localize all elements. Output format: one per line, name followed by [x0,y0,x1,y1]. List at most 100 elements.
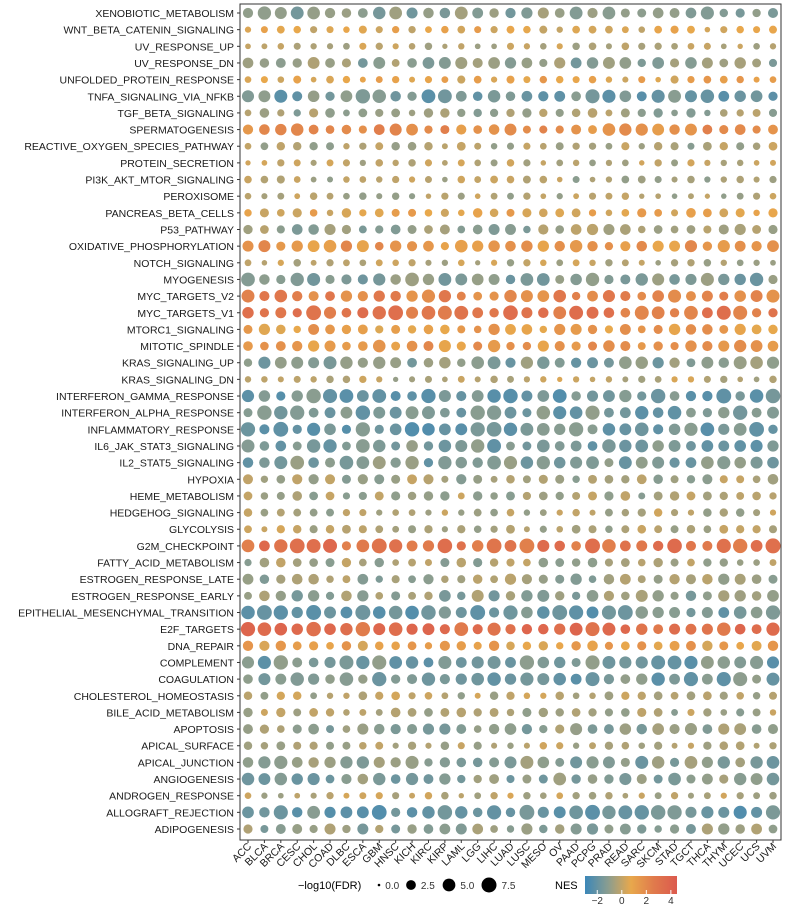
dot-LGG-MTORC1_SIGNALING [473,325,482,334]
dot-CESC-APICAL_SURFACE [293,741,302,750]
dot-BLCA-XENOBIOTIC_METABOLISM [257,6,272,20]
dot-CHOL-MYOGENESIS [307,272,321,286]
dot-KIRP-SPERMATOGENESIS [440,125,450,135]
dot-CHOL-KRAS_SIGNALING_UP [308,357,320,369]
dot-PCPG-MYOGENESIS [585,272,600,287]
dot-BRCA-UNFOLDED_PROTEIN_RESPONSE [277,76,285,83]
dot-KICH-WNT_BETA_CATENIN_SIGNALING [408,25,416,34]
size-legend-dot [406,880,416,890]
dot-PRAD-E2F_TARGETS [602,622,616,636]
dot-GBM-SPERMATOGENESIS [373,124,385,135]
dot-THYM-ANDROGEN_RESPONSE [720,792,727,799]
y-tick-label: UNFOLDED_PROTEIN_RESPONSE [60,75,234,87]
dot-STAD-ADIPOGENESIS [669,824,680,834]
dot-READ-GLYCOLYSIS [621,525,630,534]
dot-CHOL-HYPOXIA [308,474,319,485]
dot-ESCA-UNFOLDED_PROTEIN_RESPONSE [359,76,366,83]
dot-PAAD-PEROXISOME [573,193,580,200]
dot-STAD-CHOLESTEROL_HOMEOSTASIS [670,691,679,700]
dot-PCPG-COMPLEMENT [585,655,600,670]
y-tick-label: TGF_BETA_SIGNALING [118,108,235,120]
dot-ESCA-MTORC1_SIGNALING [357,324,368,335]
dot-KIRC-APOPTOSIS [422,723,435,735]
dot-KIRC-NOTCH_SIGNALING [425,259,432,266]
dot-KIRC-KRAS_SIGNALING_DN [424,375,433,383]
dot-UCS-XENOBIOTIC_METABOLISM [752,8,761,18]
dot-PAAD-NOTCH_SIGNALING [572,259,580,267]
dot-THYM-TNFA_SIGNALING_VIA_NFKB [718,90,730,102]
dot-LGG-SPERMATOGENESIS [473,125,483,134]
dot-LIHC-PROTEIN_SECRETION [490,159,498,167]
dot-GBM-APICAL_JUNCTION [373,756,385,768]
dot-KIRP-ALLOGRAFT_REJECTION [437,805,453,820]
y-tick-label: ALLOGRAFT_REJECTION [106,807,234,819]
dot-BRCA-KRAS_SIGNALING_UP [274,356,287,369]
dot-ESCA-INTERFERON_GAMMA_RESPONSE [356,390,369,402]
dot-GBM-REACTIVE_OXYGEN_SPECIES_PATHWAY [375,142,384,151]
dot-COAD-IL6_JAK_STAT3_SIGNALING [323,439,337,453]
dot-ACC-DNA_REPAIR [242,640,254,651]
dot-BLCA-NOTCH_SIGNALING [261,260,268,266]
dot-KIRC-SPERMATOGENESIS [424,125,433,134]
dot-CHOL-MYC_TARGETS_V2 [308,291,319,302]
dot-HNSC-ESTROGEN_RESPONSE_EARLY [391,591,401,601]
dot-COAD-ANDROGEN_RESPONSE [326,792,334,800]
dot-LAML-MYC_TARGETS_V1 [454,305,469,320]
dot-BRCA-MYOGENESIS [276,274,286,285]
dot-PRAD-HYPOXIA [604,474,614,484]
dot-CESC-IL2_STAT5_SIGNALING [290,455,305,470]
dot-UCEC-E2F_TARGETS [734,623,746,635]
dot-STAD-ALLOGRAFT_REJECTION [667,805,682,820]
dot-PCPG-UV_RESPONSE_DN [586,57,599,69]
dot-PCPG-UV_RESPONSE_UP [588,42,597,51]
dot-LUAD-GLYCOLYSIS [506,524,515,534]
dot-READ-ESTROGEN_RESPONSE_LATE [619,573,631,585]
dot-KICH-EPITHELIAL_MESENCHYMAL_TRANSITION [405,605,419,620]
dot-BRCA-ADIPOGENESIS [275,824,286,834]
dot-KIRP-IL6_JAK_STAT3_SIGNALING [438,439,452,453]
dot-GBM-INTERFERON_GAMMA_RESPONSE [372,389,387,403]
dot-ESCA-ESTROGEN_RESPONSE_LATE [357,573,369,585]
dot-LUAD-ANDROGEN_RESPONSE [507,792,514,799]
dot-TGCT-INFLAMMATORY_RESPONSE [684,422,698,436]
dot-TGCT-ANGIOGENESIS [686,774,696,784]
dot-CESC-MYOGENESIS [290,272,304,287]
dot-PRAD-COAGULATION [603,673,615,685]
dot-READ-ESTROGEN_RESPONSE_EARLY [621,591,630,601]
dot-HNSC-WNT_BETA_CATENIN_SIGNALING [392,26,400,34]
dot-HNSC-DNA_REPAIR [391,641,400,651]
dot-COAD-ADIPOGENESIS [324,823,336,835]
dot-OV-NOTCH_SIGNALING [556,259,564,267]
legend-area: −log10(FDR) 0.0 2.5 5.0 7.5 NES −2 0 2 4 [298,876,677,905]
dot-PRAD-UNFOLDED_PROTEIN_RESPONSE [605,76,613,83]
dot-UCEC-INTERFERON_GAMMA_RESPONSE [735,391,745,401]
dot-LUSC-TGF_BETA_SIGNALING [522,108,532,118]
dot-LIHC-CHOLESTEROL_HOMEOSTASIS [489,691,499,701]
dot-THYM-HEME_METABOLISM [719,491,728,501]
dot-OV-COAGULATION [553,672,566,686]
dot-OV-PEROXISOME [556,193,563,200]
dot-TGCT-UV_RESPONSE_DN [685,57,697,69]
dot-UVM-KRAS_SIGNALING_DN [769,375,777,384]
dot-LAML-COAGULATION [455,673,467,685]
dot-LGG-REACTIVE_OXYGEN_SPECIES_PATHWAY [474,142,482,150]
dot-SKCM-PROTEIN_SECRETION [654,159,662,167]
dot-PCPG-REACTIVE_OXYGEN_SPECIES_PATHWAY [588,142,597,150]
dot-MESO-INTERFERON_ALPHA_RESPONSE [536,405,551,420]
dot-SARC-HYPOXIA [636,474,647,485]
dot-SARC-E2F_TARGETS [636,623,648,635]
dot-UCS-MTORC1_SIGNALING [751,324,762,335]
dot-THCA-OXIDATIVE_PHOSPHORYLATION [702,241,713,251]
dot-SARC-HEDGEHOG_SIGNALING [637,508,646,517]
dot-HNSC-MYC_TARGETS_V1 [388,305,404,321]
dot-MESO-MITOTIC_SPINDLE [537,340,549,352]
dot-THYM-UV_RESPONSE_UP [720,43,727,50]
dot-KICH-TNFA_SIGNALING_VIA_NFKB [407,91,417,101]
dot-BRCA-EPITHELIAL_MESENCHYMAL_TRANSITION [273,605,288,620]
dot-SARC-TNFA_SIGNALING_VIA_NFKB [636,91,647,102]
dot-LUSC-UV_RESPONSE_UP [523,43,531,50]
dot-MESO-MYOGENESIS [536,273,550,286]
dot-GBM-ANDROGEN_RESPONSE [375,792,383,800]
dot-CESC-TGF_BETA_SIGNALING [293,109,301,117]
dot-DLBC-ALLOGRAFT_REJECTION [340,806,353,819]
